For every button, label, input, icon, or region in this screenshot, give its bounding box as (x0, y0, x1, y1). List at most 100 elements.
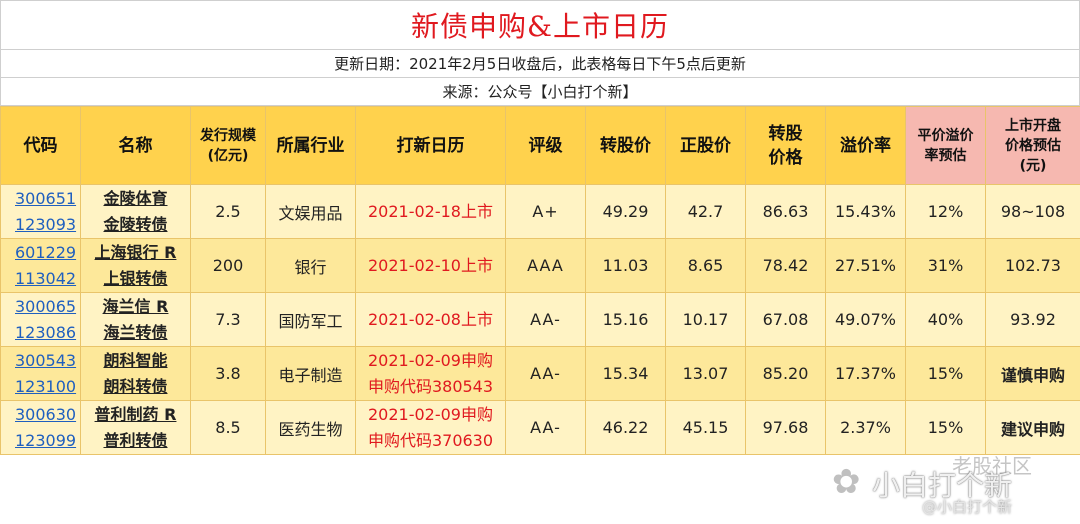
stock-price-cell: 13.07 (665, 346, 746, 401)
open-price-cell: 102.73 (985, 238, 1080, 293)
avg-premium-cell: 40% (905, 292, 986, 347)
table-row: 300630 123099 普利制药 R 普利转债 8.5 医药生物 2021-… (0, 400, 1080, 455)
stock-code-link[interactable]: 601229 (15, 242, 77, 262)
bond-code-link[interactable]: 123093 (15, 214, 77, 234)
header-conv-price: 转股价 (585, 106, 666, 185)
bond-name[interactable]: 金陵转债 (103, 214, 168, 234)
industry-cell: 医药生物 (265, 400, 356, 455)
header-avg-premium: 平价溢价 率预估 (905, 106, 986, 185)
code-cell: 300543 123100 (0, 346, 81, 401)
stock-name[interactable]: 上海银行 R (94, 242, 177, 262)
header-conv-value: 转股 价格 (745, 106, 826, 185)
name-cell: 上海银行 R 上银转债 (80, 238, 191, 293)
scale-cell: 8.5 (190, 400, 266, 455)
stock-name[interactable]: 金陵体育 (103, 188, 168, 208)
watermark-main-text: 小白打个新 (872, 469, 1013, 502)
code-cell: 601229 113042 (0, 238, 81, 293)
industry-cell: 银行 (265, 238, 356, 293)
premium-cell: 17.37% (825, 346, 906, 401)
scale-cell: 2.5 (190, 184, 266, 239)
industry-cell: 电子制造 (265, 346, 356, 401)
scale-cell: 200 (190, 238, 266, 293)
header-scale-line1: 发行规模 (200, 127, 256, 144)
name-cell: 普利制药 R 普利转债 (80, 400, 191, 455)
calendar-line1: 2021-02-18上市 (368, 201, 493, 221)
stock-code-link[interactable]: 300543 (15, 350, 77, 370)
header-rating: 评级 (505, 106, 586, 185)
stock-name[interactable]: 朗科智能 (103, 350, 168, 370)
header-open-price: 上市开盘 价格预估 (元) (985, 106, 1080, 185)
table-row: 300651 123093 金陵体育 金陵转债 2.5 文娱用品 2021-02… (0, 184, 1080, 239)
premium-cell: 15.43% (825, 184, 906, 239)
calendar-line2: 申购代码380543 (367, 376, 494, 396)
industry-cell: 文娱用品 (265, 184, 356, 239)
calendar-line1: 2021-02-09申购 (368, 404, 493, 424)
header-scale-line2: (亿元) (207, 147, 249, 164)
bond-name[interactable]: 朗科转债 (103, 376, 168, 396)
calendar-line2: 申购代码370630 (367, 430, 494, 450)
header-name: 名称 (80, 106, 191, 185)
calendar-line1: 2021-02-09申购 (368, 350, 493, 370)
conv-value-cell: 67.08 (745, 292, 826, 347)
open-price-cell: 93.92 (985, 292, 1080, 347)
name-cell: 海兰信 R 海兰转债 (80, 292, 191, 347)
conv-price-cell: 11.03 (585, 238, 666, 293)
conv-price-cell: 46.22 (585, 400, 666, 455)
stock-price-cell: 10.17 (665, 292, 746, 347)
conv-value-cell: 78.42 (745, 238, 826, 293)
stock-code-link[interactable]: 300065 (15, 296, 77, 316)
header-open-price-line1: 上市开盘 (1005, 117, 1061, 134)
conv-value-cell: 97.68 (745, 400, 826, 455)
rating-cell: A+ (505, 184, 586, 239)
stock-price-cell: 45.15 (665, 400, 746, 455)
header-conv-value-line1: 转股 (768, 123, 803, 144)
bond-code-link[interactable]: 123099 (15, 430, 77, 450)
header-conv-value-line2: 价格 (768, 147, 803, 168)
stock-name[interactable]: 海兰信 R (102, 296, 169, 316)
conv-value-cell: 86.63 (745, 184, 826, 239)
conv-price-cell: 49.29 (585, 184, 666, 239)
stock-price-cell: 8.65 (665, 238, 746, 293)
code-cell: 300630 123099 (0, 400, 81, 455)
name-cell: 朗科智能 朗科转债 (80, 346, 191, 401)
calendar-line1: 2021-02-08上市 (368, 309, 493, 329)
bond-code-link[interactable]: 123100 (15, 376, 77, 396)
bond-calendar-table: 代码 名称 发行规模 (亿元) 所属行业 打新日历 评级 转股价 正股价 转股 … (0, 106, 1080, 455)
rating-cell: AAA (505, 238, 586, 293)
premium-cell: 49.07% (825, 292, 906, 347)
table-row: 300543 123100 朗科智能 朗科转债 3.8 电子制造 2021-02… (0, 346, 1080, 401)
header-code: 代码 (0, 106, 81, 185)
table-row: 601229 113042 上海银行 R 上银转债 200 银行 2021-02… (0, 238, 1080, 293)
conv-price-cell: 15.34 (585, 346, 666, 401)
avg-premium-cell: 31% (905, 238, 986, 293)
watermark-small-text: @小白打个新 (922, 498, 1013, 516)
bond-name[interactable]: 海兰转债 (103, 322, 168, 342)
page-title: 新债申购&上市日历 (0, 0, 1080, 50)
calendar-cell: 2021-02-10上市 (355, 238, 506, 293)
conv-value-cell: 85.20 (745, 346, 826, 401)
bond-code-link[interactable]: 113042 (15, 268, 77, 288)
bond-name[interactable]: 普利转债 (103, 430, 168, 450)
open-price-cell: 建议申购 (985, 400, 1080, 455)
stock-code-link[interactable]: 300651 (15, 188, 77, 208)
bond-name[interactable]: 上银转债 (103, 268, 168, 288)
header-avg-premium-line1: 平价溢价 (917, 127, 974, 144)
calendar-cell: 2021-02-08上市 (355, 292, 506, 347)
rating-cell: AA- (505, 346, 586, 401)
stock-name[interactable]: 普利制药 R (94, 404, 177, 424)
open-price-cell: 谨慎申购 (985, 346, 1080, 401)
bond-code-link[interactable]: 123086 (15, 322, 77, 342)
stock-code-link[interactable]: 300630 (15, 404, 77, 424)
header-calendar: 打新日历 (355, 106, 506, 185)
watermark: ✿ 老股社区 小白打个新 @小白打个新 (832, 450, 1062, 520)
conv-price-cell: 15.16 (585, 292, 666, 347)
table-row: 300065 123086 海兰信 R 海兰转债 7.3 国防军工 2021-0… (0, 292, 1080, 347)
open-price-cell: 98~108 (985, 184, 1080, 239)
header-row: 代码 名称 发行规模 (亿元) 所属行业 打新日历 评级 转股价 正股价 转股 … (0, 106, 1080, 185)
name-cell: 金陵体育 金陵转债 (80, 184, 191, 239)
stock-price-cell: 42.7 (665, 184, 746, 239)
wechat-icon: ✿ (832, 462, 861, 502)
calendar-line1: 2021-02-10上市 (368, 255, 493, 275)
rating-cell: AA- (505, 292, 586, 347)
scale-cell: 3.8 (190, 346, 266, 401)
